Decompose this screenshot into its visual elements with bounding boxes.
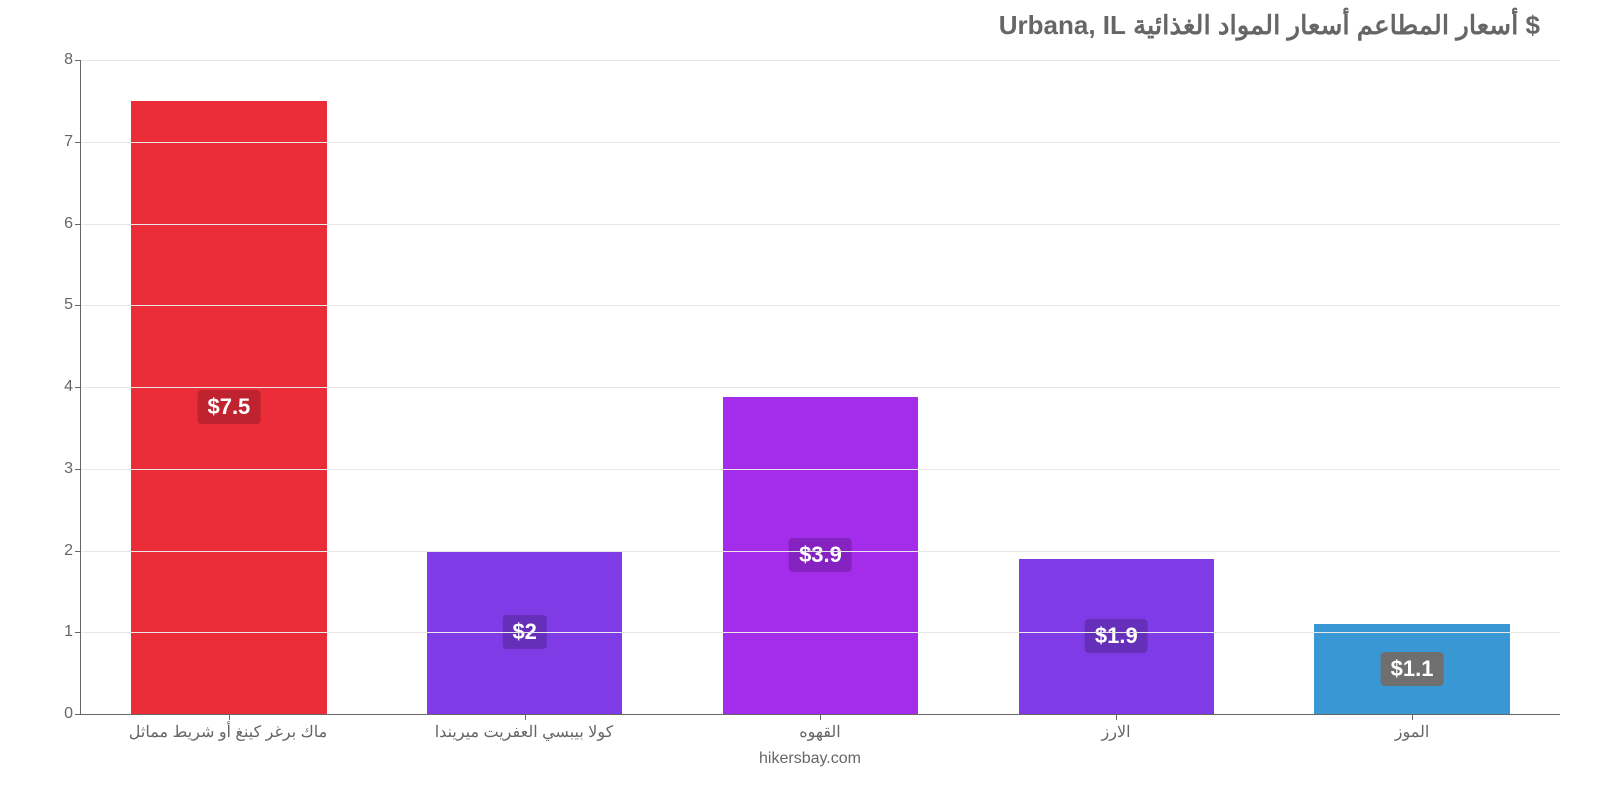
y-tick-mark xyxy=(75,714,81,715)
x-tick-mark xyxy=(820,714,821,720)
bar: $1.9 xyxy=(1019,559,1214,714)
y-tick-label: 0 xyxy=(64,705,73,723)
y-tick-mark xyxy=(75,551,81,552)
gridline xyxy=(81,224,1560,225)
y-tick-mark xyxy=(75,224,81,225)
bar: $3.9 xyxy=(723,397,918,714)
bar: $1.1 xyxy=(1314,624,1509,714)
gridline xyxy=(81,387,1560,388)
gridline xyxy=(81,469,1560,470)
y-tick-mark xyxy=(75,142,81,143)
y-tick-mark xyxy=(75,469,81,470)
x-tick-mark xyxy=(525,714,526,720)
y-tick-mark xyxy=(75,60,81,61)
x-axis-label: القهوه xyxy=(672,722,968,742)
chart-title: $ أسعار المطاعم أسعار المواد الغذائية Ur… xyxy=(40,10,1580,49)
gridline xyxy=(81,551,1560,552)
x-axis-label: الموز xyxy=(1264,722,1560,742)
y-tick-label: 8 xyxy=(64,51,73,69)
chart-container: $ أسعار المطاعم أسعار المواد الغذائية Ur… xyxy=(40,10,1580,770)
y-tick-label: 6 xyxy=(64,215,73,233)
gridline xyxy=(81,142,1560,143)
x-axis-label: ماك برغر كينغ أو شريط مماثل xyxy=(80,722,376,742)
y-tick-mark xyxy=(75,305,81,306)
x-tick-mark xyxy=(1412,714,1413,720)
y-tick-mark xyxy=(75,387,81,388)
attribution-text: hikersbay.com xyxy=(40,750,1580,768)
x-axis-label: كولا بيبسي العفريت ميريندا xyxy=(376,722,672,742)
y-tick-mark xyxy=(75,632,81,633)
x-axis-label: الارز xyxy=(968,722,1264,742)
y-tick-label: 5 xyxy=(64,296,73,314)
gridline xyxy=(81,60,1560,61)
y-tick-label: 3 xyxy=(64,460,73,478)
y-tick-label: 4 xyxy=(64,378,73,396)
y-tick-label: 1 xyxy=(64,623,73,641)
bar: $7.5 xyxy=(131,101,326,714)
x-tick-mark xyxy=(1116,714,1117,720)
x-axis-labels: ماك برغر كينغ أو شريط مماثلكولا بيبسي ال… xyxy=(80,722,1560,742)
bar-value-badge: $3.9 xyxy=(789,538,852,572)
bar-value-badge: $1.9 xyxy=(1085,619,1148,653)
plot-area: $7.5$2$3.9$1.9$1.1 012345678 xyxy=(80,60,1560,715)
gridline xyxy=(81,305,1560,306)
bar-value-badge: $7.5 xyxy=(197,390,260,424)
bar-value-badge: $1.1 xyxy=(1381,652,1444,686)
x-tick-mark xyxy=(229,714,230,720)
gridline xyxy=(81,632,1560,633)
y-tick-label: 7 xyxy=(64,133,73,151)
y-tick-label: 2 xyxy=(64,542,73,560)
